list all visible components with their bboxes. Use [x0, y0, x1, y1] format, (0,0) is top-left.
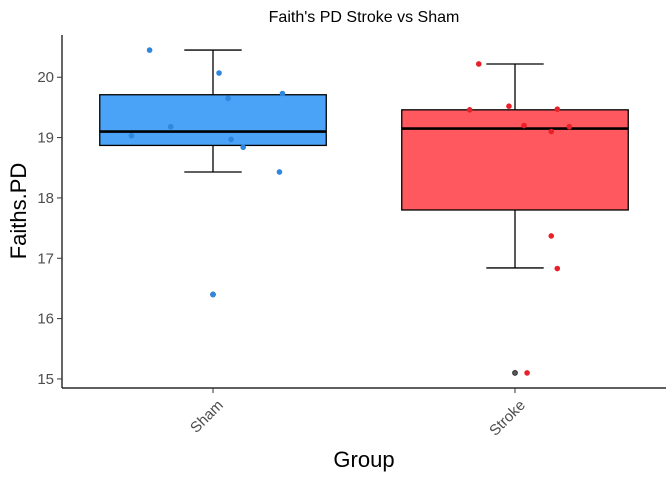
outlier-point: [512, 370, 518, 376]
y-tick-label: 19: [37, 130, 54, 147]
box-stroke: [401, 61, 629, 376]
data-point: [279, 90, 286, 97]
y-tick-label: 20: [37, 69, 54, 86]
data-point: [554, 106, 561, 113]
data-point: [276, 169, 283, 175]
y-tick-label: 17: [37, 250, 54, 267]
x-axis-title: Group: [333, 447, 394, 472]
y-axis-title: Faiths.PD: [6, 163, 31, 260]
data-point: [228, 136, 234, 143]
data-point: [225, 95, 231, 102]
data-point: [210, 291, 216, 298]
box-sham: [99, 47, 327, 298]
data-point: [146, 47, 153, 53]
chart-title: Faith's PD Stroke vs Sham: [269, 9, 460, 26]
data-point: [475, 61, 482, 67]
data-point: [167, 123, 174, 130]
data-point: [240, 144, 246, 151]
y-tick-label: 18: [37, 190, 54, 207]
data-point: [506, 103, 512, 110]
x-axis-ticks: Sham Stroke: [187, 388, 529, 439]
plot-area: [99, 47, 629, 376]
box-iqr: [401, 109, 629, 211]
x-tick-label: Stroke: [486, 397, 529, 440]
data-point: [521, 122, 527, 129]
data-point: [466, 107, 473, 113]
y-tick-label: 15: [37, 371, 54, 388]
data-point: [566, 123, 573, 130]
y-axis-ticks: 15 16 17 18 19 20: [37, 69, 62, 388]
box-iqr: [99, 94, 327, 147]
data-point: [548, 233, 555, 239]
data-point: [128, 132, 135, 139]
y-tick-label: 16: [37, 311, 54, 328]
x-tick-label: Sham: [187, 397, 227, 437]
data-point: [554, 265, 561, 272]
data-point: [524, 370, 530, 376]
data-point: [548, 128, 555, 135]
data-point: [216, 70, 222, 76]
